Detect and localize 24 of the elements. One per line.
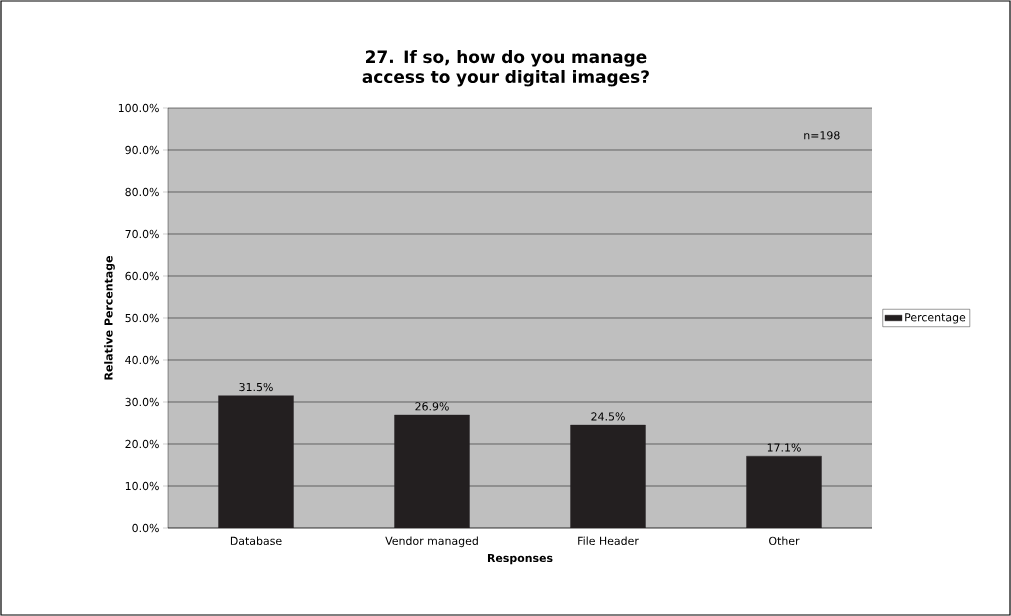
x-tick-label: Vendor managed: [385, 536, 478, 548]
y-tick-label: 70.0%: [125, 229, 159, 239]
data-label: 17.1%: [767, 443, 801, 452]
y-tick-label: 20.0%: [125, 439, 159, 449]
x-tick-label: Database: [230, 536, 282, 545]
legend-label: Percentage: [905, 313, 966, 324]
y-tick-label: 0.0%: [132, 523, 159, 533]
y-tick-label: 80.0%: [125, 187, 159, 197]
y-tick-label: 40.0%: [125, 355, 159, 365]
chart-title: 27. If so, how do you manage access to your digital images?: [362, 50, 649, 87]
x-tick-label: Other: [769, 536, 800, 545]
y-tick-label: 50.0%: [125, 313, 159, 323]
data-label: 26.9%: [415, 402, 449, 411]
y-tick-label: 90.0%: [125, 145, 159, 155]
data-label: 24.5%: [591, 412, 625, 421]
y-tick-label: 60.0%: [125, 271, 159, 281]
annotation: n=198: [804, 131, 840, 140]
data-label: 31.5%: [239, 382, 273, 392]
y-axis-title: Relative Percentage: [104, 256, 115, 380]
x-tick-label: File Header: [578, 536, 639, 545]
y-tick-label: 100.0%: [118, 103, 159, 113]
y-tick-label: 30.0%: [125, 397, 159, 407]
y-tick-label: 10.0%: [125, 481, 159, 491]
x-axis-title: Responses: [487, 553, 553, 565]
